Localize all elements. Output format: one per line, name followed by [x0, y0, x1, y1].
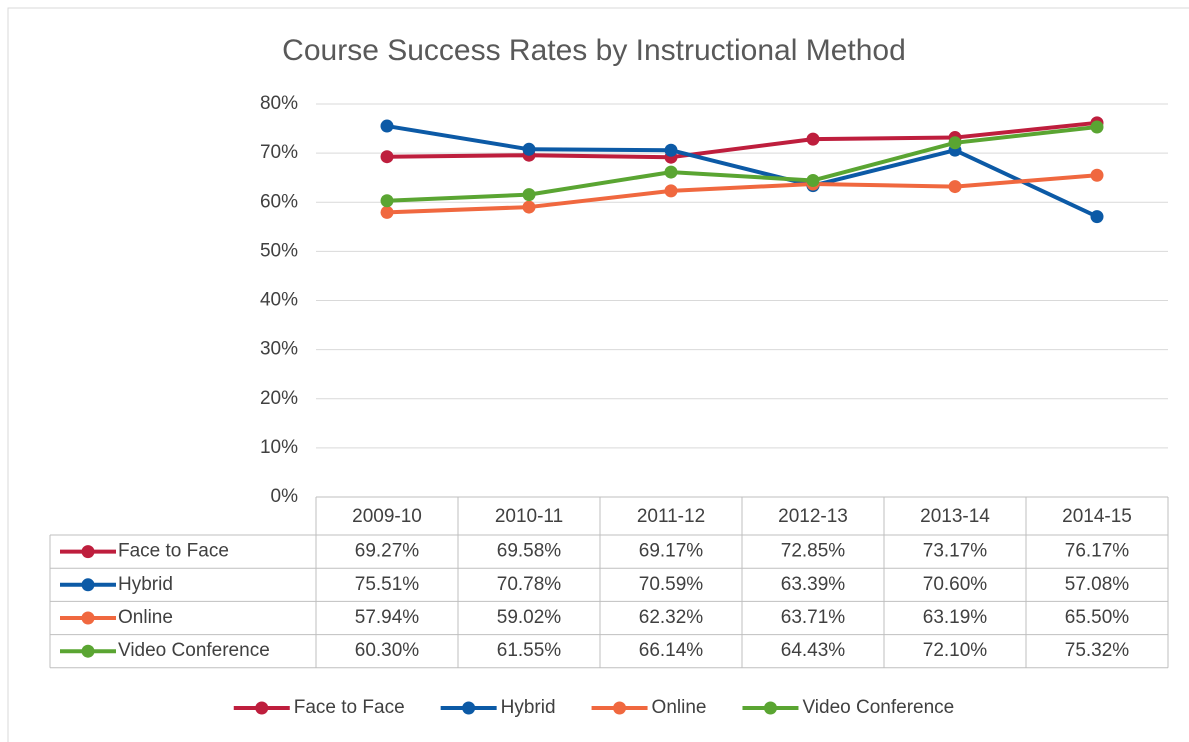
legend-label: Hybrid [501, 697, 556, 718]
marker [522, 188, 536, 202]
x-tick-label: 2009-10 [352, 506, 422, 527]
x-tick-label: 2013-14 [920, 506, 990, 527]
x-tick-label: 2011-12 [637, 506, 705, 527]
table-legend-key-marker [81, 578, 95, 592]
table-value: 75.32% [1065, 640, 1130, 661]
marker [380, 150, 394, 164]
marker [522, 142, 536, 156]
marker [380, 205, 394, 219]
marker [522, 200, 536, 214]
table-value: 69.58% [497, 541, 562, 562]
table-value: 72.10% [923, 640, 988, 661]
table-value: 69.27% [355, 541, 420, 562]
series-line [386, 125, 1098, 203]
table-value: 66.14% [639, 640, 704, 661]
table-value: 63.71% [781, 607, 846, 628]
table-value: 72.85% [781, 541, 846, 562]
table-value: 59.02% [497, 607, 562, 628]
table-value: 70.78% [497, 574, 562, 595]
legend-key-marker [763, 701, 777, 715]
table-value: 57.08% [1065, 574, 1130, 595]
table-series-name: Hybrid [118, 574, 173, 595]
legend-label: Face to Face [294, 697, 405, 718]
legend-label: Online [652, 697, 707, 718]
y-tick-label: 80% [260, 93, 298, 114]
y-tick-label: 60% [260, 191, 298, 212]
y-tick-label: 30% [260, 339, 298, 360]
table-value: 63.19% [923, 607, 988, 628]
marker [380, 194, 394, 208]
table-value: 69.17% [639, 541, 704, 562]
series-line [386, 120, 1098, 160]
chart-border [7, 7, 1189, 742]
marker [664, 184, 678, 198]
y-tick-label: 0% [271, 486, 299, 507]
series-line [386, 124, 1098, 219]
table-series-name: Online [118, 607, 173, 628]
table-series-name: Video Conference [118, 640, 270, 661]
marker [1090, 210, 1104, 224]
marker [948, 180, 962, 194]
table-value: 64.43% [781, 640, 846, 661]
legend-key-marker [613, 701, 627, 715]
legend-key-marker [462, 701, 476, 715]
y-tick-label: 40% [260, 290, 298, 311]
table-value: 61.55% [497, 640, 562, 661]
table-legend-key-marker [81, 545, 95, 559]
table-value: 76.17% [1065, 541, 1130, 562]
y-tick-label: 20% [260, 388, 298, 409]
x-tick-label: 2010-11 [495, 506, 563, 527]
marker [806, 173, 820, 187]
legend-label: Video Conference [802, 697, 954, 718]
table-value: 65.50% [1065, 607, 1130, 628]
series-line [386, 173, 1098, 215]
table-series-name: Face to Face [118, 541, 229, 562]
table-value: 73.17% [923, 541, 988, 562]
marker [948, 136, 962, 150]
table-value: 70.59% [639, 574, 704, 595]
y-tick-label: 50% [260, 240, 298, 261]
table-value: 57.94% [355, 607, 420, 628]
table-value: 75.51% [355, 574, 420, 595]
y-tick-label: 70% [260, 142, 298, 163]
table-value: 63.39% [781, 574, 846, 595]
marker [1090, 168, 1104, 182]
legend-key-marker [255, 701, 269, 715]
table-legend-key-marker [81, 644, 95, 658]
marker [806, 132, 820, 146]
x-tick-label: 2012-13 [778, 506, 848, 527]
y-tick-label: 10% [260, 437, 298, 458]
x-tick-label: 2014-15 [1062, 506, 1132, 527]
table-value: 70.60% [923, 574, 988, 595]
marker [664, 165, 678, 179]
table-legend-key-marker [81, 611, 95, 625]
marker [664, 143, 678, 157]
table-value: 62.32% [639, 607, 704, 628]
table-value: 60.30% [355, 640, 420, 661]
marker [380, 119, 394, 133]
marker [1090, 120, 1104, 134]
chart-title: Course Success Rates by Instructional Me… [282, 34, 906, 67]
